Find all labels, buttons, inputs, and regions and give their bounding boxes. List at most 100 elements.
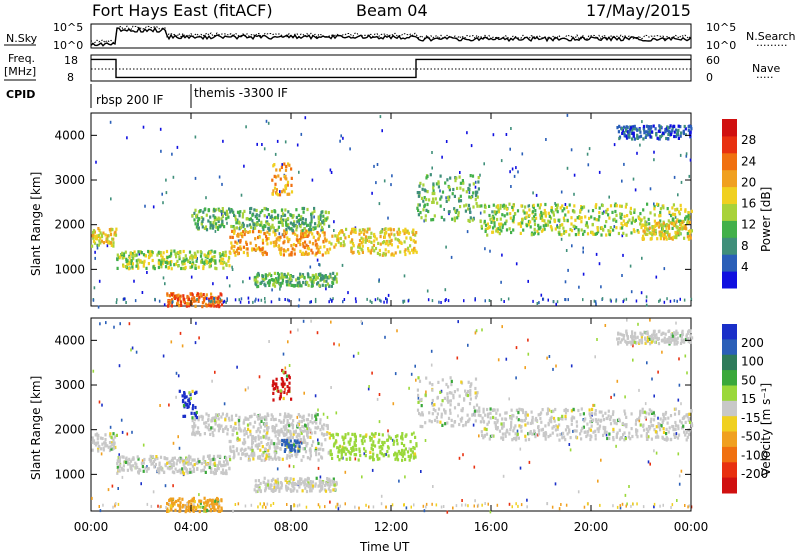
data-cell bbox=[373, 239, 375, 242]
data-cell bbox=[165, 265, 167, 268]
data-cell bbox=[235, 218, 237, 221]
data-cell bbox=[631, 221, 633, 224]
data-cell bbox=[351, 449, 353, 452]
data-cell bbox=[458, 403, 460, 406]
data-cell bbox=[574, 429, 576, 432]
ground-cell bbox=[116, 301, 118, 304]
data-cell bbox=[193, 412, 195, 415]
data-cell bbox=[653, 418, 655, 421]
speckle-cell bbox=[681, 181, 683, 184]
data-cell bbox=[571, 423, 573, 426]
data-cell bbox=[656, 222, 658, 225]
colorbar-swatch bbox=[722, 204, 737, 221]
data-cell bbox=[646, 228, 648, 231]
speckle-cell bbox=[431, 364, 433, 367]
data-cell bbox=[308, 427, 310, 430]
speckle-cell bbox=[509, 503, 511, 506]
speckle-cell bbox=[481, 328, 483, 331]
data-cell bbox=[286, 280, 288, 283]
data-cell bbox=[524, 423, 526, 426]
data-cell bbox=[476, 410, 478, 413]
nsearch-line bbox=[91, 26, 691, 44]
data-cell bbox=[603, 418, 605, 421]
data-cell bbox=[166, 462, 168, 465]
data-cell bbox=[284, 477, 286, 480]
speckle-cell bbox=[277, 140, 279, 143]
data-cell bbox=[372, 440, 374, 443]
data-cell bbox=[323, 280, 325, 283]
cpid-label: CPID bbox=[6, 88, 35, 101]
data-cell bbox=[305, 450, 307, 453]
data-cell bbox=[429, 381, 431, 384]
data-cell bbox=[609, 233, 611, 236]
data-cell bbox=[663, 237, 665, 240]
data-cell bbox=[197, 426, 199, 429]
data-cell bbox=[270, 442, 272, 445]
data-cell bbox=[633, 132, 635, 135]
data-cell bbox=[440, 205, 442, 208]
data-cell bbox=[121, 252, 123, 255]
data-cell bbox=[329, 248, 331, 251]
data-cell bbox=[238, 423, 240, 426]
data-cell bbox=[441, 424, 443, 427]
speckle-cell bbox=[679, 483, 681, 486]
data-cell bbox=[219, 252, 221, 255]
speckle-cell bbox=[163, 276, 165, 279]
data-cell bbox=[659, 211, 661, 214]
data-cell bbox=[649, 211, 651, 214]
data-cell bbox=[289, 281, 291, 284]
data-cell bbox=[501, 417, 503, 420]
data-cell bbox=[327, 427, 329, 430]
speckle-cell bbox=[195, 322, 197, 325]
data-cell bbox=[158, 261, 160, 264]
data-cell bbox=[306, 208, 308, 211]
data-cell bbox=[475, 419, 477, 422]
data-cell bbox=[512, 228, 514, 231]
speckle-cell bbox=[651, 378, 653, 381]
data-cell bbox=[598, 215, 600, 218]
data-cell bbox=[332, 282, 334, 285]
data-cell bbox=[595, 233, 597, 236]
data-cell bbox=[132, 456, 134, 459]
data-cell bbox=[476, 404, 478, 407]
data-cell bbox=[275, 434, 277, 437]
speckle-cell bbox=[339, 140, 341, 143]
data-cell bbox=[408, 455, 410, 458]
ground-cell bbox=[344, 298, 346, 301]
data-cell bbox=[264, 424, 266, 427]
speckle-cell bbox=[506, 358, 508, 361]
data-cell bbox=[378, 433, 380, 436]
data-cell bbox=[604, 426, 606, 429]
speckle-cell bbox=[297, 416, 299, 419]
data-cell bbox=[226, 213, 228, 216]
speckle-cell bbox=[136, 351, 138, 354]
data-cell bbox=[670, 133, 672, 136]
data-cell bbox=[209, 462, 211, 465]
data-cell bbox=[312, 251, 314, 254]
data-cell bbox=[583, 419, 585, 422]
data-cell bbox=[199, 510, 201, 513]
data-cell bbox=[173, 471, 175, 474]
data-cell bbox=[381, 230, 383, 233]
data-cell bbox=[222, 258, 224, 261]
speckle-cell bbox=[271, 288, 273, 291]
data-cell bbox=[675, 424, 677, 427]
data-cell bbox=[213, 509, 215, 512]
data-cell bbox=[458, 211, 460, 214]
data-cell bbox=[682, 425, 684, 428]
data-cell bbox=[635, 219, 637, 222]
data-cell bbox=[307, 224, 309, 227]
data-cell bbox=[229, 236, 231, 239]
speckle-cell bbox=[578, 286, 580, 289]
data-cell bbox=[331, 453, 333, 456]
data-cell bbox=[110, 445, 112, 448]
data-cell bbox=[176, 462, 178, 465]
data-cell bbox=[585, 435, 587, 438]
data-cell bbox=[642, 408, 644, 411]
speckle-cell bbox=[452, 507, 454, 510]
speckle-cell bbox=[459, 171, 461, 174]
data-cell bbox=[284, 214, 286, 217]
data-cell bbox=[218, 417, 220, 420]
freq-label-line1: Freq. bbox=[8, 52, 35, 65]
speckle-cell bbox=[408, 447, 410, 450]
